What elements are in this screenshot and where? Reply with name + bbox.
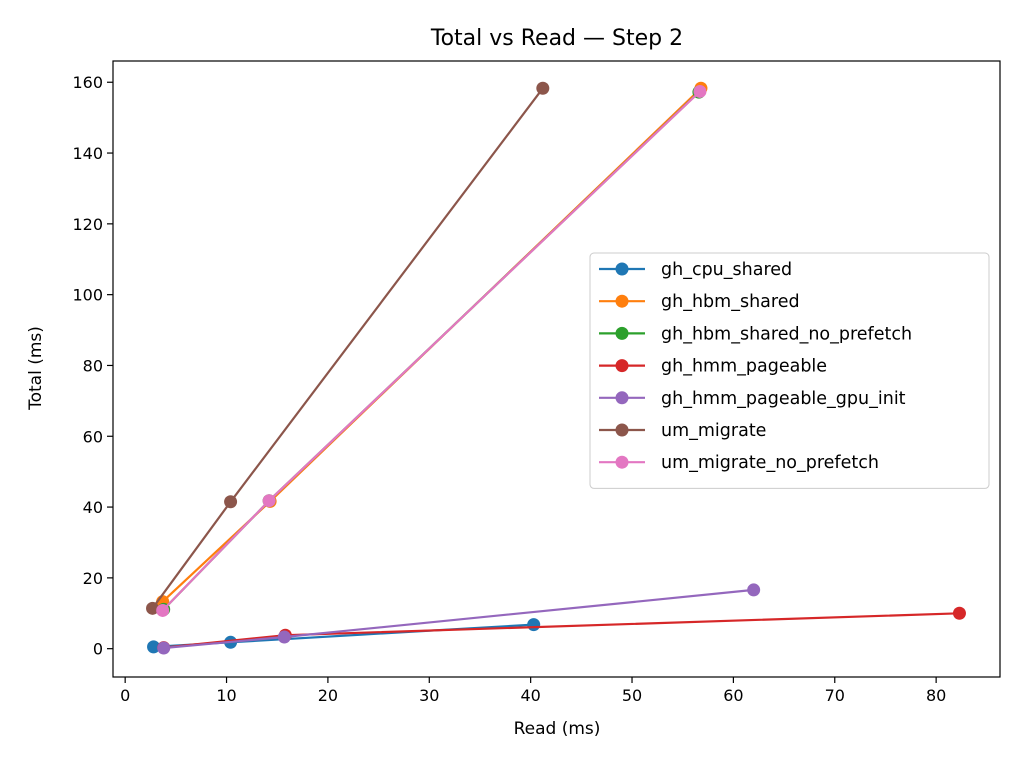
data-point-um_migrate_no_prefetch: [693, 84, 707, 98]
x-tick-label: 20: [318, 686, 338, 705]
legend-marker-gh_hbm_shared_no_prefetch: [615, 326, 629, 340]
y-tick-label: 140: [72, 144, 103, 163]
y-tick-label: 20: [83, 569, 103, 588]
y-tick-label: 100: [72, 286, 103, 305]
legend-marker-gh_hmm_pageable: [615, 359, 629, 373]
axes-frame: [112, 60, 1001, 678]
data-point-um_migrate: [224, 495, 238, 509]
legend-label: gh_hmm_pageable: [661, 357, 827, 377]
y-tick-label: 120: [72, 215, 103, 234]
legend-label: gh_cpu_shared: [661, 260, 792, 280]
plot-area: 0 10 20 30 40 50 60 70 80 0 20 40 60 80 100 120 140 160: [72, 60, 1001, 705]
y-tick-label: 160: [72, 73, 103, 92]
legend-label: gh_hmm_pageable_gpu_init: [661, 389, 906, 409]
y-tick-label: 0: [93, 640, 103, 659]
x-tick-label: 50: [622, 686, 642, 705]
data-point-gh_hmm_pageable_gpu_init: [747, 583, 761, 597]
data-point-gh_hmm_pageable_gpu_init: [157, 641, 171, 655]
x-tick-label: 40: [520, 686, 540, 705]
legend-marker-gh_hbm_shared: [615, 294, 629, 308]
y-tick-label: 80: [83, 356, 103, 375]
y-axis-label: Total (ms): [26, 326, 46, 411]
data-point-um_migrate_no_prefetch: [262, 494, 276, 508]
data-point-gh_hmm_pageable_gpu_init: [277, 630, 291, 644]
data-point-gh_cpu_shared: [527, 618, 541, 632]
data-point-um_migrate: [536, 81, 550, 95]
data-point-um_migrate: [146, 601, 160, 615]
legend-marker-gh_hmm_pageable_gpu_init: [615, 391, 629, 405]
data-point-gh_cpu_shared: [147, 640, 161, 654]
legend-label: gh_hbm_shared: [661, 292, 800, 312]
x-axis-label: Read (ms): [514, 719, 601, 739]
legend-box: [589, 252, 990, 489]
legend: gh_cpu_shared gh_hbm_shared gh_hbm_shared_…: [589, 252, 990, 489]
x-tick-label: 60: [723, 686, 743, 705]
legend-label: um_migrate: [661, 421, 766, 441]
x-tick-label: 30: [419, 686, 439, 705]
legend-marker-gh_cpu_shared: [615, 262, 629, 276]
x-tick-label: 0: [120, 686, 130, 705]
legend-marker-um_migrate: [615, 423, 629, 437]
x-tick-label: 10: [216, 686, 236, 705]
legend-label: um_migrate_no_prefetch: [661, 453, 879, 473]
x-tick-label: 70: [825, 686, 845, 705]
data-point-um_migrate_no_prefetch: [156, 603, 170, 617]
legend-marker-um_migrate_no_prefetch: [615, 455, 629, 469]
data-point-gh_hmm_pageable: [952, 606, 966, 620]
legend-label: gh_hbm_shared_no_prefetch: [661, 324, 912, 344]
x-tick-label: 80: [926, 686, 946, 705]
y-tick-label: 40: [83, 498, 103, 517]
y-tick-label: 60: [83, 427, 103, 446]
chart-title: Total vs Read — Step 2: [430, 26, 683, 51]
